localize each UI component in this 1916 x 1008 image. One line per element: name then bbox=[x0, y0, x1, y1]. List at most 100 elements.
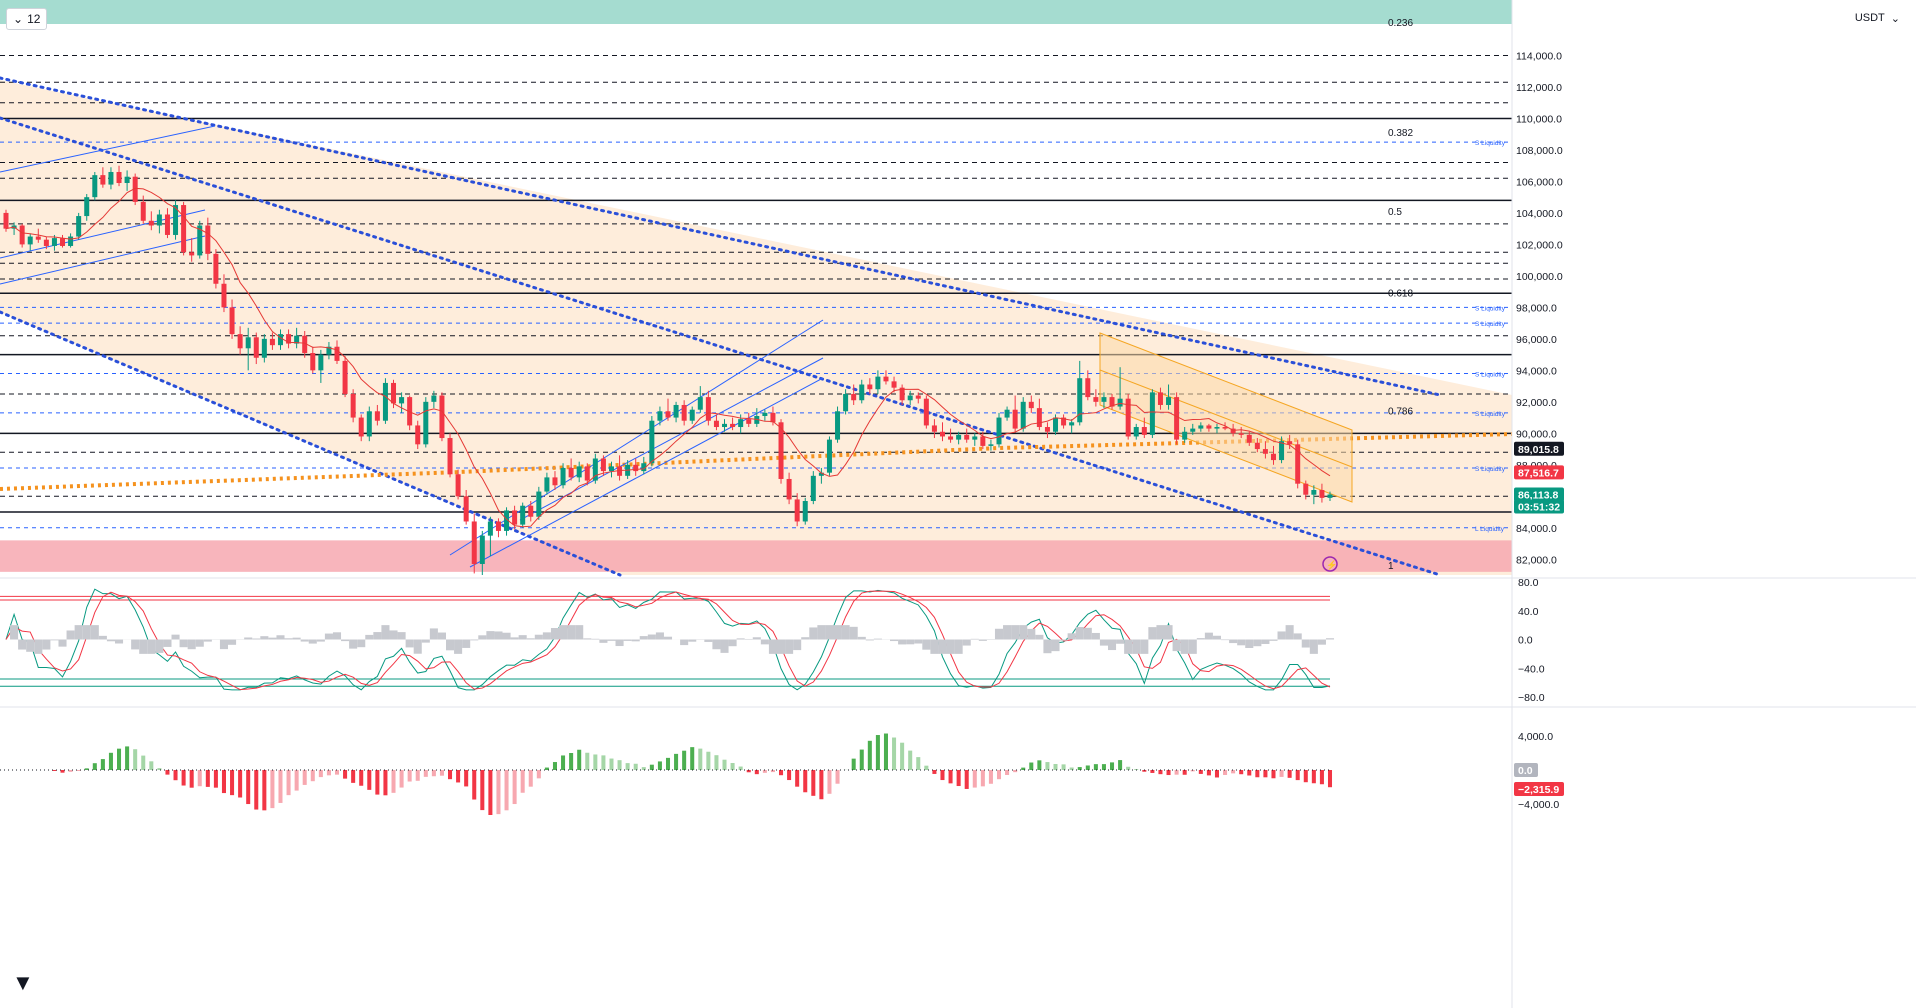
candle-body bbox=[673, 404, 679, 418]
fib-label: 1 bbox=[1388, 561, 1394, 572]
candle-body bbox=[705, 397, 711, 421]
candle-body bbox=[996, 417, 1002, 445]
candle-body bbox=[576, 466, 582, 478]
candle-body bbox=[1262, 449, 1268, 454]
candle-body bbox=[778, 422, 784, 479]
candle-body bbox=[431, 395, 437, 402]
price-axis-bg bbox=[1512, 0, 1916, 1008]
candle-body bbox=[883, 376, 889, 382]
price-tick-label: 108,000.0 bbox=[1516, 145, 1563, 157]
candle-body bbox=[988, 444, 994, 446]
oscillator-slow-line bbox=[5, 590, 1331, 691]
candle-body bbox=[382, 382, 388, 421]
candle-body bbox=[1254, 442, 1260, 450]
price-tick-label: 98,000.0 bbox=[1516, 302, 1557, 314]
candle-body bbox=[1157, 392, 1163, 405]
candle-body bbox=[1319, 489, 1325, 498]
interval-button[interactable]: ⌄ 12 bbox=[6, 8, 48, 30]
candle-body bbox=[948, 436, 954, 440]
candle-body bbox=[592, 458, 598, 481]
macd-last-badge bbox=[1514, 782, 1564, 796]
candle-body bbox=[173, 205, 179, 235]
price-tick-label: 84,000.0 bbox=[1516, 523, 1557, 535]
candle-body bbox=[964, 434, 970, 440]
price-tick-label: 104,000.0 bbox=[1516, 208, 1563, 220]
candle-body bbox=[560, 467, 566, 486]
candle-body bbox=[794, 499, 800, 522]
price-tick-label: 112,000.0 bbox=[1516, 82, 1562, 94]
candle-body bbox=[1028, 401, 1034, 409]
candle-body bbox=[1182, 431, 1188, 440]
candle-body bbox=[980, 436, 986, 446]
candle-body bbox=[1238, 433, 1244, 435]
candle-body bbox=[738, 419, 744, 428]
price-badge bbox=[1514, 487, 1564, 502]
candle-body bbox=[181, 205, 187, 253]
lightning-icon bbox=[1322, 556, 1338, 572]
candle-body bbox=[1206, 425, 1212, 429]
candle-body bbox=[907, 395, 913, 401]
candle-body bbox=[1020, 401, 1026, 429]
candle-body bbox=[19, 225, 25, 245]
macd-last-badge-label: −2,315.9 bbox=[1518, 784, 1559, 796]
candle-body bbox=[1085, 378, 1091, 398]
candle-body bbox=[697, 397, 703, 410]
candle-body bbox=[35, 236, 41, 240]
candle-body bbox=[786, 478, 792, 500]
candle-body bbox=[487, 521, 493, 536]
candle-body bbox=[826, 439, 832, 473]
candle-body bbox=[1044, 427, 1050, 432]
liquidity-label: S Liquidity bbox=[1475, 371, 1506, 378]
price-tick-label: 114,000.0 bbox=[1516, 50, 1562, 62]
candle-body bbox=[447, 438, 453, 475]
candle-body bbox=[1069, 422, 1075, 426]
candle-body bbox=[657, 411, 663, 421]
candle-body bbox=[754, 415, 760, 424]
chevron-down-icon: ⌄ bbox=[13, 12, 24, 26]
ascending-channel-line bbox=[519, 357, 824, 521]
candle-body bbox=[124, 176, 130, 184]
candle-body bbox=[931, 425, 937, 432]
candle-body bbox=[76, 216, 82, 237]
candle-body bbox=[68, 236, 74, 246]
candle-body bbox=[294, 335, 300, 344]
orange-trend-line bbox=[0, 432, 1513, 491]
liquidity-label: S Liquidity bbox=[1475, 411, 1506, 418]
price-tick-label: 106,000.0 bbox=[1516, 176, 1563, 188]
candle-body bbox=[544, 477, 550, 492]
candle-body bbox=[156, 214, 162, 226]
candle-body bbox=[326, 346, 332, 355]
downtrend-channel-fill bbox=[0, 80, 1512, 575]
candle-body bbox=[1214, 427, 1220, 429]
candle-body bbox=[1190, 428, 1196, 432]
price-badge-label: 89,015.8 bbox=[1518, 444, 1559, 456]
candle-body bbox=[512, 510, 518, 525]
candle-body bbox=[245, 337, 251, 349]
demand-zone bbox=[0, 540, 1512, 572]
candle-body bbox=[342, 360, 348, 394]
descending-channel-mid bbox=[1099, 369, 1353, 468]
candle-body bbox=[713, 420, 719, 428]
candle-body bbox=[730, 423, 736, 428]
candle-body bbox=[875, 376, 881, 390]
fib-label: 0.618 bbox=[1388, 289, 1413, 300]
candle-body bbox=[100, 175, 106, 185]
candle-body bbox=[471, 521, 477, 564]
candle-body bbox=[261, 338, 267, 358]
descending-channel bbox=[1099, 332, 1353, 503]
candle-body bbox=[681, 404, 687, 421]
candle-body bbox=[269, 338, 275, 346]
candle-body bbox=[334, 346, 340, 361]
currency-selector[interactable]: USDT ⌄ bbox=[1851, 8, 1904, 28]
candle-body bbox=[132, 176, 138, 202]
candle-body bbox=[810, 475, 816, 502]
candle-body bbox=[689, 409, 695, 421]
candle-body bbox=[1287, 441, 1293, 445]
candle-body bbox=[407, 397, 413, 426]
candle-body bbox=[1117, 398, 1123, 407]
candle-body bbox=[350, 393, 356, 418]
fib-zone-top bbox=[0, 0, 1512, 24]
price-badge bbox=[1514, 441, 1564, 456]
lightning-glyph: ⚡ bbox=[1326, 559, 1337, 571]
